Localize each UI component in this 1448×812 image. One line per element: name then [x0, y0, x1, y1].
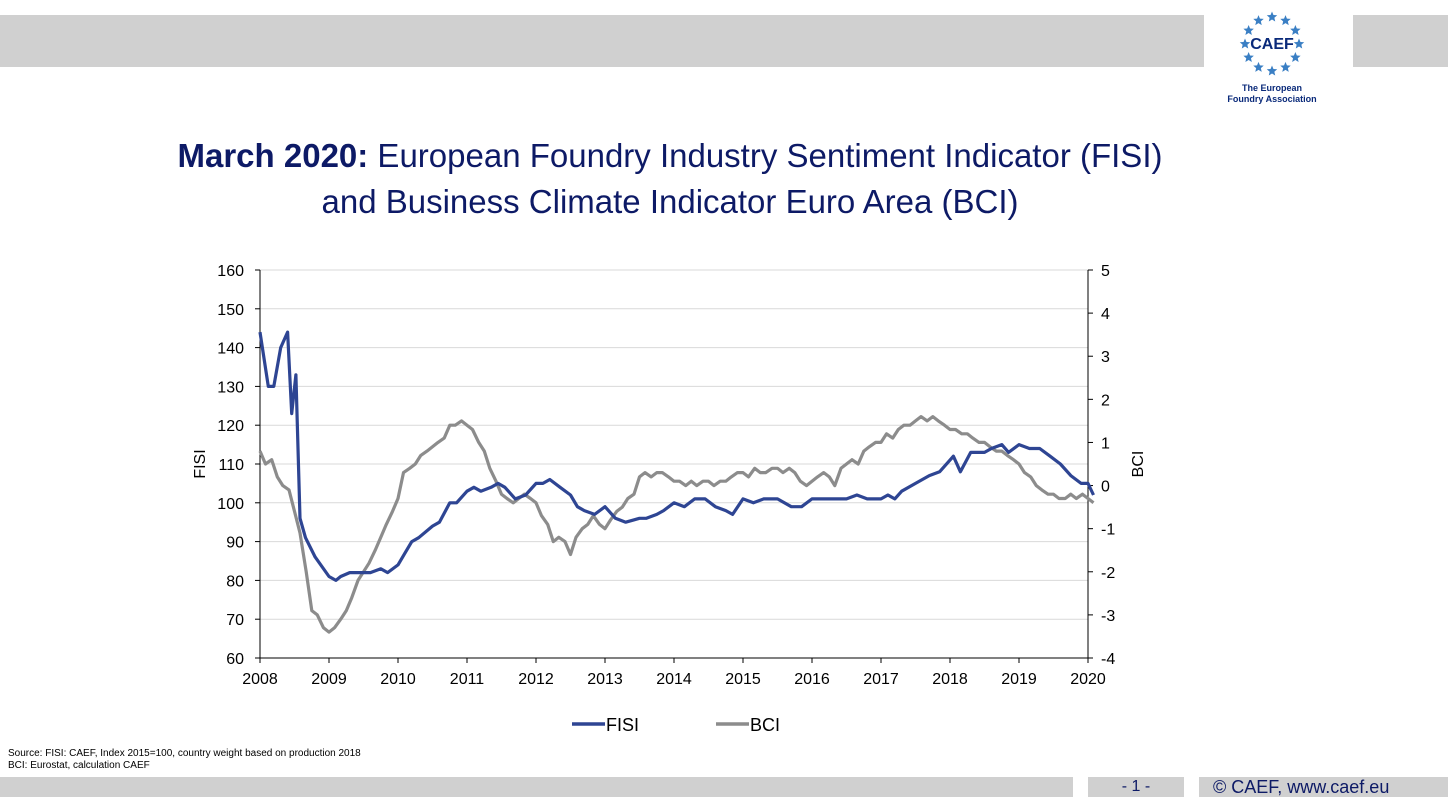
x-tick-label: 2009: [311, 671, 347, 688]
source-note: Source: FISI: CAEF, Index 2015=100, coun…: [8, 748, 361, 772]
copyright: © CAEF, www.caef.eu: [1199, 777, 1448, 797]
series-line-fisi: [258, 330, 1095, 583]
header-bar-right: [1353, 15, 1448, 67]
x-tick-label: 2016: [794, 671, 830, 688]
y2-tick-label: -4: [1101, 651, 1115, 668]
x-tick-label: 2020: [1070, 671, 1106, 688]
source-line1: Source: FISI: CAEF, Index 2015=100, coun…: [8, 748, 361, 759]
y-tick-label: 120: [217, 418, 244, 435]
y-tick-label: 80: [226, 573, 244, 590]
y-tick-label: 100: [217, 496, 244, 513]
x-tick-label: 2014: [656, 671, 692, 688]
y-tick-label: 90: [226, 535, 244, 552]
y-tick-label: 130: [217, 379, 244, 396]
y-tick-label: 110: [218, 457, 244, 474]
legend-label-fisi: FISI: [606, 715, 639, 735]
page-title: March 2020: European Foundry Industry Se…: [90, 133, 1250, 225]
logo-star-icon: [1280, 15, 1291, 26]
logo-star-icon: [1290, 52, 1301, 62]
logo-star-icon: [1239, 38, 1251, 49]
y-axis-label: FISI: [192, 449, 209, 478]
legend-label-bci: BCI: [750, 715, 780, 735]
page-number: - 1 -: [1088, 777, 1184, 797]
y2-tick-label: -1: [1101, 522, 1115, 539]
source-line2: BCI: Eurostat, calculation CAEF: [8, 760, 150, 771]
logo-subtitle: The European Foundry Association: [1214, 83, 1330, 105]
logo-subtitle-line2: Foundry Association: [1227, 94, 1317, 104]
y-tick-label: 160: [217, 263, 244, 280]
logo-text: CAEF: [1250, 36, 1294, 53]
fisi-bci-line-chart: 60 70 80 90 100 110 120 130 140 150 160 -4 -3 -2 -1 0 1 2…: [192, 263, 1147, 735]
title-line2: and Business Climate Indicator Euro Area…: [321, 183, 1019, 220]
y-tick-label: 70: [226, 612, 244, 629]
y2-tick-label: -2: [1101, 565, 1115, 582]
footer-bar: [0, 777, 1073, 797]
x-tick-label: 2015: [725, 671, 761, 688]
logo-star-icon: [1280, 61, 1291, 72]
y2-axis-label: BCI: [1130, 451, 1147, 478]
x-tick-label: 2010: [380, 671, 416, 688]
header-bar: [0, 15, 1204, 67]
logo-star-icon: [1253, 61, 1264, 72]
title-date: March 2020:: [177, 137, 369, 174]
y2-tick-label: 3: [1101, 349, 1110, 366]
logo-star-icon: [1290, 25, 1301, 35]
y2-tick-label: 0: [1101, 479, 1110, 496]
logo-star-icon: [1266, 65, 1278, 76]
title-line1-rest: European Foundry Industry Sentiment Indi…: [368, 137, 1163, 174]
y2-tick-label: -3: [1101, 608, 1115, 625]
x-tick-label: 2019: [1001, 671, 1037, 688]
logo-star-icon: [1266, 11, 1278, 22]
y2-tick-label: 5: [1101, 263, 1110, 280]
y2-tick-label: 4: [1101, 306, 1110, 323]
x-tick-label: 2018: [932, 671, 968, 688]
title-line1: March 2020: European Foundry Industry Se…: [90, 133, 1250, 179]
logo-subtitle-line1: The European: [1241, 83, 1302, 93]
logo-star-icon: [1253, 15, 1264, 26]
y2-tick-label: 1: [1101, 435, 1110, 452]
y2-tick-label: 2: [1101, 392, 1110, 409]
logo-star-icon: [1243, 52, 1254, 62]
series-line-bci: [258, 415, 1095, 634]
y-tick-label: 150: [217, 302, 244, 319]
x-tick-label: 2017: [863, 671, 899, 688]
x-tick-label: 2013: [587, 671, 623, 688]
x-tick-label: 2011: [450, 671, 485, 688]
y-tick-label: 140: [217, 341, 244, 358]
logo-star-icon: [1293, 38, 1305, 49]
x-tick-label: 2012: [518, 671, 554, 688]
caef-logo: CAEF: [1239, 11, 1305, 76]
y-tick-label: 60: [226, 651, 244, 668]
logo-star-icon: [1243, 25, 1254, 35]
x-tick-label: 2008: [242, 671, 278, 688]
